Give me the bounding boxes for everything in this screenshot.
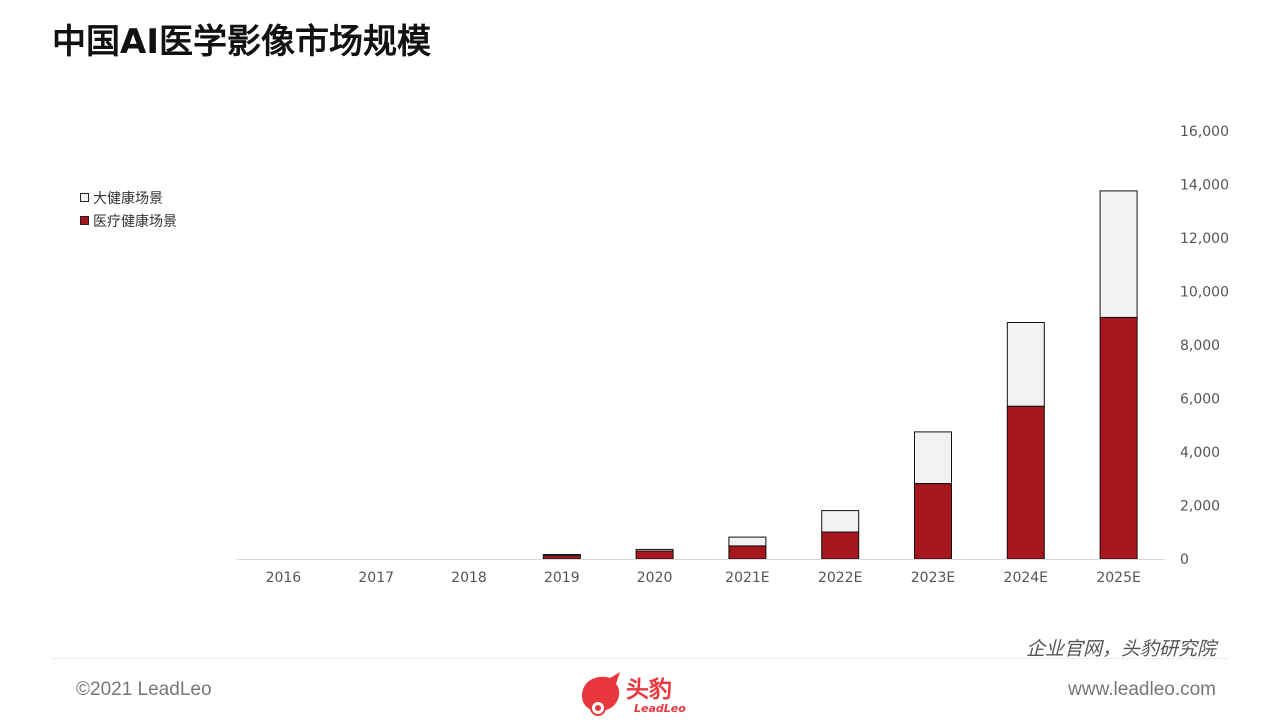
x-tick-label-2025E: 2025E [1096,570,1140,586]
bar-big-health-2021E [728,536,767,547]
bar-medical-2020 [635,550,674,560]
bar-big-health-2025E [1099,190,1138,318]
bar-big-health-2020 [635,548,674,552]
bar-medical-2023E [914,483,952,560]
bar-big-health-2024E [1006,322,1045,407]
leadleo-logo: 头豹 LeadLeo [576,666,706,720]
legend-label-medical: 医疗健康场景 [93,213,177,230]
legend-swatch-big-health [80,193,89,202]
y-tick-label-10000: 10,000 [1180,285,1229,301]
x-tick-label-2019: 2019 [544,570,580,586]
x-tick-label-2016: 2016 [266,570,302,586]
legend-item-medical: 医疗健康场景 [80,209,177,232]
website-link[interactable]: www.leadleo.com [1068,679,1216,700]
logo-text-en: LeadLeo [634,702,686,715]
y-tick-label-12000: 12,000 [1180,231,1229,247]
logo-text-cn: 头豹 [626,677,672,703]
y-tick-label-4000: 4,000 [1180,445,1220,461]
x-tick-label-2017: 2017 [358,570,394,586]
x-tick-label-2020: 2020 [637,570,673,586]
source-note: 企业官网，头豹研究院 [1025,638,1216,660]
x-tick-label-2024E: 2024E [1004,570,1048,586]
y-tick-label-14000: 14,000 [1180,178,1229,194]
y-tick-label-6000: 6,000 [1180,392,1220,408]
y-tick-label-2000: 2,000 [1180,499,1220,515]
bar-medical-2022E [821,531,860,560]
page-title: 中国AI医学影像市场规模 [52,22,431,62]
bar-big-health-2019 [542,554,581,557]
leopard-icon [582,672,620,716]
x-tick-label-2018: 2018 [451,570,487,586]
x-tick-label-2023E: 2023E [911,570,955,586]
chart-legend: 大健康场景 医疗健康场景 [80,186,177,232]
legend-item-big-health: 大健康场景 [80,186,177,209]
y-tick-label-0: 0 [1180,552,1189,568]
legend-label-big-health: 大健康场景 [93,190,163,207]
bar-medical-2024E [1006,405,1045,560]
bar-medical-2025E [1099,316,1138,560]
bar-big-health-2022E [821,510,860,533]
bar-big-health-2023E [914,431,952,484]
y-tick-label-8000: 8,000 [1180,338,1220,354]
x-tick-label-2022E: 2022E [818,570,862,586]
footer-divider [52,658,1228,659]
legend-swatch-medical [80,216,89,225]
y-tick-label-16000: 16,000 [1180,124,1229,140]
copyright-text: ©2021 LeadLeo [76,679,212,700]
x-tick-label-2021E: 2021E [725,570,769,586]
bar-medical-2021E [728,545,767,560]
